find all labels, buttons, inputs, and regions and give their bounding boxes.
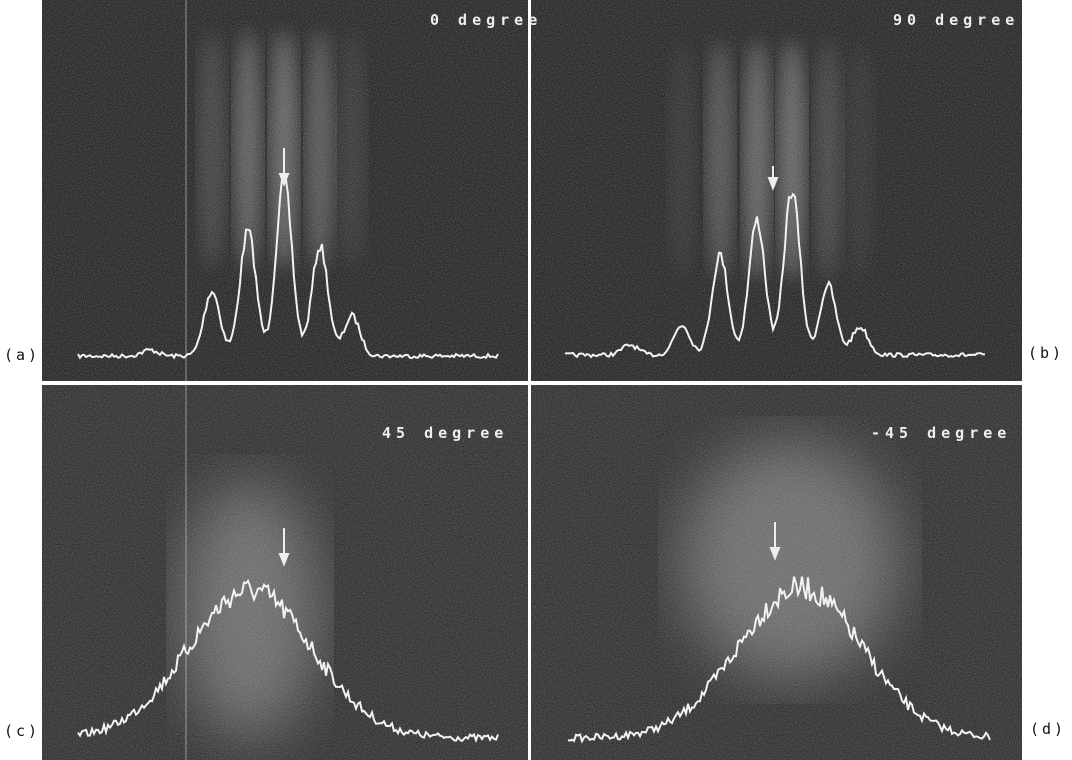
profile-curve — [77, 175, 499, 360]
panel-label: (a) — [4, 346, 40, 364]
panel-title: 90 degree — [893, 11, 1019, 29]
arrows — [278, 148, 781, 567]
profile-curve — [77, 578, 499, 744]
panel-label: (d) — [1030, 720, 1066, 738]
film-grain — [42, 0, 1022, 760]
panel-title: -45 degree — [871, 424, 1011, 442]
panel-label: (c) — [4, 722, 40, 740]
panel-label: (b) — [1028, 344, 1064, 362]
profile-curve — [564, 192, 985, 359]
panel-title: 0 degree — [430, 11, 542, 29]
profile-curve — [567, 576, 991, 744]
intensity-profiles — [77, 175, 991, 744]
panel-title: 45 degree — [382, 424, 508, 442]
